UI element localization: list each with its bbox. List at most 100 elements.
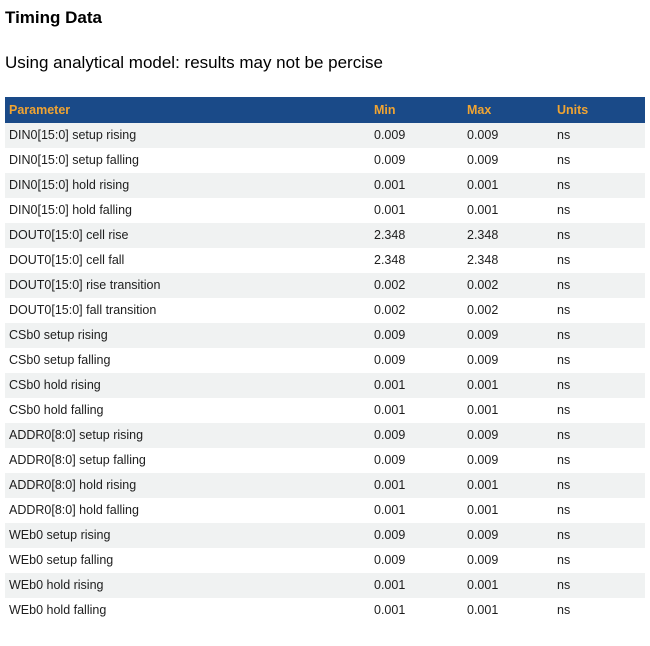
table-row: WEb0 hold falling 0.001 0.001 ns — [5, 598, 645, 623]
units-cell: ns — [557, 578, 571, 592]
min-cell: 0.009 — [374, 553, 406, 567]
table-row: DIN0[15:0] setup rising 0.009 0.009 ns — [5, 123, 645, 148]
table-row: ADDR0[8:0] setup falling 0.009 0.009 ns — [5, 448, 645, 473]
parameter-cell: ADDR0[8:0] setup falling — [9, 453, 146, 467]
min-cell: 0.009 — [374, 453, 406, 467]
max-cell: 0.009 — [467, 353, 499, 367]
min-cell: 0.001 — [374, 578, 406, 592]
max-cell: 2.348 — [467, 253, 499, 267]
parameter-cell: DIN0[15:0] setup falling — [9, 153, 139, 167]
parameter-cell: CSb0 hold falling — [9, 403, 104, 417]
min-cell: 0.001 — [374, 603, 406, 617]
table-row: WEb0 setup rising 0.009 0.009 ns — [5, 523, 645, 548]
min-cell: 2.348 — [374, 253, 406, 267]
max-cell: 0.001 — [467, 578, 499, 592]
parameter-cell: CSb0 setup falling — [9, 353, 111, 367]
table-row: DOUT0[15:0] rise transition 0.002 0.002 ns — [5, 273, 645, 298]
parameter-cell: DIN0[15:0] hold falling — [9, 203, 132, 217]
max-cell: 0.002 — [467, 278, 499, 292]
table-row: DOUT0[15:0] fall transition 0.002 0.002 ns — [5, 298, 645, 323]
table-row: CSb0 hold falling 0.001 0.001 ns — [5, 398, 645, 423]
table-row: WEb0 setup falling 0.009 0.009 ns — [5, 548, 645, 573]
table-row: DIN0[15:0] hold falling 0.001 0.001 ns — [5, 198, 645, 223]
parameter-cell: ADDR0[8:0] hold falling — [9, 503, 139, 517]
parameter-cell: DIN0[15:0] setup rising — [9, 128, 137, 142]
min-cell: 0.002 — [374, 303, 406, 317]
table-row: DOUT0[15:0] cell fall 2.348 2.348 ns — [5, 248, 645, 273]
min-cell: 0.001 — [374, 178, 406, 192]
units-cell: ns — [557, 503, 571, 517]
column-header-units: Units — [553, 97, 645, 123]
max-cell: 0.009 — [467, 453, 499, 467]
units-cell: ns — [557, 228, 571, 242]
parameter-cell: CSb0 setup rising — [9, 328, 108, 342]
page-title: Timing Data — [5, 8, 102, 27]
parameter-cell: WEb0 hold rising — [9, 578, 104, 592]
units-cell: ns — [557, 278, 571, 292]
table-row: CSb0 hold rising 0.001 0.001 ns — [5, 373, 645, 398]
parameter-cell: WEb0 setup rising — [9, 528, 111, 542]
table-header-row: Parameter Min Max Units — [5, 97, 645, 123]
units-cell: ns — [557, 528, 571, 542]
parameter-cell: DOUT0[15:0] cell rise — [9, 228, 129, 242]
units-cell: ns — [557, 203, 571, 217]
units-cell: ns — [557, 478, 571, 492]
table-row: DOUT0[15:0] cell rise 2.348 2.348 ns — [5, 223, 645, 248]
min-cell: 0.001 — [374, 478, 406, 492]
table-row: WEb0 hold rising 0.001 0.001 ns — [5, 573, 645, 598]
table-body: DIN0[15:0] setup rising 0.009 0.009 ns DIN0[… — [5, 123, 645, 623]
units-cell: ns — [557, 603, 571, 617]
column-header-min: Min — [370, 97, 463, 123]
column-header-parameter: Parameter — [5, 97, 370, 123]
units-cell: ns — [557, 378, 571, 392]
max-cell: 0.001 — [467, 403, 499, 417]
max-cell: 2.348 — [467, 228, 499, 242]
min-cell: 0.001 — [374, 203, 406, 217]
max-cell: 0.009 — [467, 428, 499, 442]
parameter-cell: WEb0 hold falling — [9, 603, 107, 617]
units-cell: ns — [557, 253, 571, 267]
table-row: CSb0 setup falling 0.009 0.009 ns — [5, 348, 645, 373]
timing-data-table: Parameter Min Max Units DIN0[15:0] setup… — [5, 97, 645, 623]
column-header-max: Max — [463, 97, 553, 123]
parameter-cell: ADDR0[8:0] hold rising — [9, 478, 137, 492]
units-cell: ns — [557, 153, 571, 167]
parameter-cell: WEb0 setup falling — [9, 553, 114, 567]
min-cell: 2.348 — [374, 228, 406, 242]
table-row: CSb0 setup rising 0.009 0.009 ns — [5, 323, 645, 348]
max-cell: 0.001 — [467, 178, 499, 192]
min-cell: 0.009 — [374, 128, 406, 142]
table-row: ADDR0[8:0] setup rising 0.009 0.009 ns — [5, 423, 645, 448]
units-cell: ns — [557, 128, 571, 142]
min-cell: 0.002 — [374, 278, 406, 292]
parameter-cell: DIN0[15:0] hold rising — [9, 178, 130, 192]
page: Timing Data Using analytical model: resu… — [5, 8, 645, 623]
max-cell: 0.002 — [467, 303, 499, 317]
table-row: ADDR0[8:0] hold falling 0.001 0.001 ns — [5, 498, 645, 523]
min-cell: 0.001 — [374, 503, 406, 517]
max-cell: 0.001 — [467, 478, 499, 492]
units-cell: ns — [557, 403, 571, 417]
min-cell: 0.001 — [374, 378, 406, 392]
max-cell: 0.009 — [467, 153, 499, 167]
min-cell: 0.009 — [374, 353, 406, 367]
units-cell: ns — [557, 428, 571, 442]
min-cell: 0.009 — [374, 428, 406, 442]
max-cell: 0.001 — [467, 378, 499, 392]
min-cell: 0.009 — [374, 153, 406, 167]
min-cell: 0.009 — [374, 528, 406, 542]
max-cell: 0.001 — [467, 203, 499, 217]
parameter-cell: DOUT0[15:0] rise transition — [9, 278, 161, 292]
table-row: DIN0[15:0] setup falling 0.009 0.009 ns — [5, 148, 645, 173]
table-row: ADDR0[8:0] hold rising 0.001 0.001 ns — [5, 473, 645, 498]
page-subtitle: Using analytical model: results may not … — [5, 53, 383, 72]
parameter-cell: CSb0 hold rising — [9, 378, 101, 392]
parameter-cell: DOUT0[15:0] cell fall — [9, 253, 125, 267]
table-row: DIN0[15:0] hold rising 0.001 0.001 ns — [5, 173, 645, 198]
max-cell: 0.009 — [467, 528, 499, 542]
max-cell: 0.001 — [467, 603, 499, 617]
max-cell: 0.009 — [467, 328, 499, 342]
max-cell: 0.001 — [467, 503, 499, 517]
units-cell: ns — [557, 178, 571, 192]
max-cell: 0.009 — [467, 128, 499, 142]
